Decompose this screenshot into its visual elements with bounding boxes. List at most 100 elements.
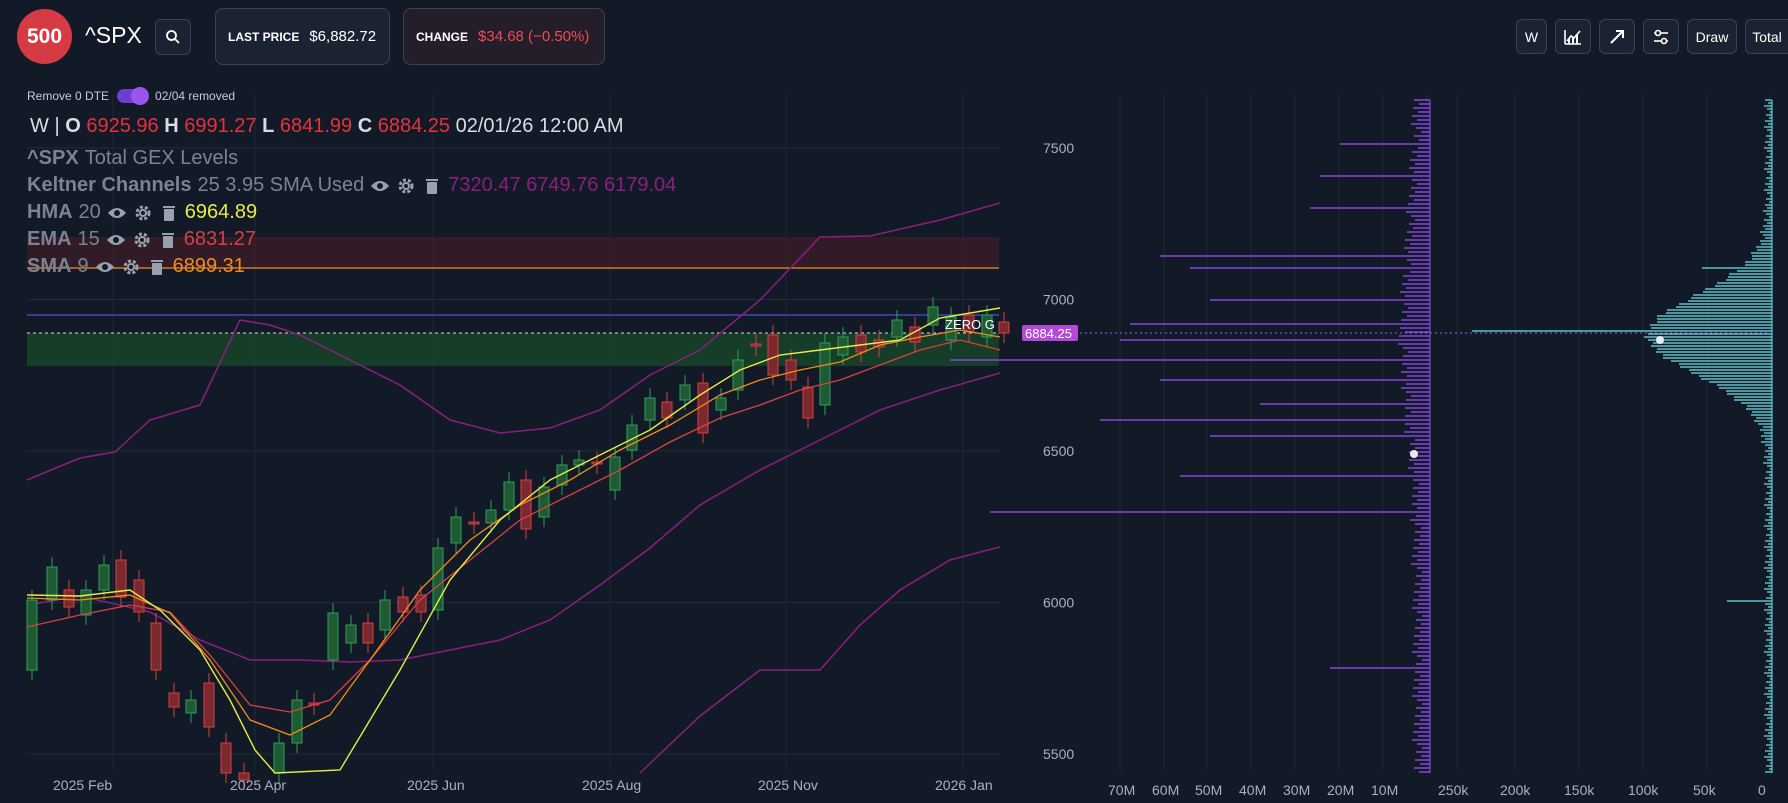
ohlc-datetime: 02/01/26 12:00 AM bbox=[455, 115, 624, 137]
candle-body bbox=[485, 509, 497, 524]
candle-body bbox=[168, 692, 180, 708]
removed-note: 02/04 removed bbox=[155, 89, 236, 103]
candle-body bbox=[238, 772, 250, 781]
candle-body bbox=[520, 479, 532, 530]
candle-body bbox=[432, 547, 444, 611]
gear-icon[interactable] bbox=[396, 176, 416, 196]
gex-marker-dot bbox=[1410, 450, 1418, 458]
candle-body bbox=[891, 319, 903, 338]
oi-tick-label: 50k bbox=[1693, 782, 1717, 798]
oi-tick-label: 100k bbox=[1628, 782, 1659, 798]
eye-icon[interactable] bbox=[370, 176, 390, 196]
hma-line bbox=[26, 307, 1001, 774]
eye-icon[interactable] bbox=[106, 230, 126, 250]
price-tick-label: 6000 bbox=[1043, 595, 1074, 611]
trend-line-button[interactable] bbox=[1599, 19, 1635, 54]
gex-tick-label: 30M bbox=[1283, 782, 1310, 798]
trash-icon[interactable] bbox=[147, 257, 167, 277]
last-price-card: LAST PRICE $6,882.72 bbox=[215, 8, 390, 65]
keltner-upper bbox=[26, 202, 1001, 481]
last-price-label: LAST PRICE bbox=[228, 29, 300, 44]
candle-body bbox=[415, 594, 427, 613]
sma-line bbox=[26, 329, 1001, 736]
gex-tick-label: 40M bbox=[1239, 782, 1266, 798]
keltner-middle bbox=[26, 372, 1001, 663]
candle-body bbox=[379, 599, 391, 631]
eye-icon[interactable] bbox=[107, 203, 127, 223]
candle-body bbox=[503, 481, 515, 511]
candle-body bbox=[80, 589, 92, 616]
remove-0dte-row: Remove 0 DTE 02/04 removed bbox=[27, 87, 236, 105]
keltner-lower bbox=[639, 546, 1001, 774]
price-tick-label: 7000 bbox=[1043, 292, 1074, 308]
candle-body bbox=[626, 424, 638, 451]
close-value: 6884.25 bbox=[377, 115, 451, 137]
indicator-settings-button[interactable] bbox=[1643, 19, 1679, 54]
candle-body bbox=[46, 566, 58, 601]
ticker-logo[interactable]: 500 bbox=[17, 9, 72, 64]
gear-icon[interactable] bbox=[133, 203, 153, 223]
trash-icon[interactable] bbox=[158, 230, 178, 250]
candle-body bbox=[150, 622, 162, 671]
candle-body bbox=[998, 321, 1010, 334]
legend-gex: ^SPX Total GEX Levels bbox=[27, 147, 238, 170]
close-label: C bbox=[357, 115, 373, 137]
candle-body bbox=[945, 316, 957, 341]
trash-icon[interactable] bbox=[159, 203, 179, 223]
gex-tick-label: 20M bbox=[1327, 782, 1354, 798]
candle-body bbox=[644, 397, 656, 421]
ema-params: 15 bbox=[77, 228, 100, 250]
oi-marker-dot bbox=[1656, 336, 1664, 344]
gear-icon[interactable] bbox=[132, 230, 152, 250]
gex-name: ^SPX bbox=[27, 147, 79, 169]
legend-keltner: Keltner Channels 25 3.95 SMA Used 7320.4… bbox=[27, 174, 676, 197]
oi-tick-label: 0 bbox=[1758, 782, 1766, 798]
candle-body bbox=[767, 334, 779, 376]
ema-name: EMA bbox=[27, 228, 72, 250]
trend-line-icon bbox=[1610, 29, 1624, 44]
ticker-symbol[interactable]: ^SPX bbox=[85, 22, 142, 48]
price-tick-label: 5500 bbox=[1043, 746, 1074, 762]
oi-tick-label: 250k bbox=[1438, 782, 1469, 798]
candle-body bbox=[291, 699, 303, 744]
search-button[interactable] bbox=[155, 19, 191, 55]
top-bar: 500 ^SPX LAST PRICE $6,882.72 CHANGE $34… bbox=[0, 0, 1788, 74]
candle-body bbox=[927, 306, 939, 326]
remove-0dte-toggle[interactable] bbox=[117, 87, 150, 105]
change-value: $34.68 (−0.50%) bbox=[478, 28, 590, 45]
eye-icon[interactable] bbox=[95, 257, 115, 277]
time-tick-label: 2025 Feb bbox=[53, 777, 112, 793]
interval-button[interactable]: W bbox=[1516, 19, 1547, 54]
candle-body bbox=[855, 334, 867, 353]
time-tick-label: 2025 Apr bbox=[230, 777, 286, 793]
candle-body bbox=[468, 521, 480, 525]
resistance-zone bbox=[27, 237, 999, 269]
ema-line bbox=[26, 339, 1001, 713]
trash-icon[interactable] bbox=[422, 176, 442, 196]
draw-button[interactable]: Draw bbox=[1687, 19, 1737, 54]
hma-value: 6964.89 bbox=[184, 201, 258, 223]
chart-type-icon bbox=[1564, 29, 1581, 45]
time-tick-label: 2025 Aug bbox=[582, 777, 641, 793]
candle-body bbox=[397, 596, 409, 613]
oi-tick-label: 150k bbox=[1564, 782, 1595, 798]
time-tick-label: 2025 Nov bbox=[758, 777, 818, 793]
gex-tick-label: 10M bbox=[1371, 782, 1398, 798]
candle-body bbox=[203, 682, 215, 728]
gear-icon[interactable] bbox=[121, 257, 141, 277]
candle-body bbox=[715, 397, 727, 411]
candle-body bbox=[556, 464, 568, 486]
legend-ema: EMA 15 6831.27 bbox=[27, 228, 256, 251]
total-button[interactable]: Total bbox=[1745, 19, 1788, 54]
open-label: O bbox=[65, 115, 81, 137]
chart-type-button[interactable] bbox=[1555, 19, 1591, 54]
ohlc-readout: W | O 6925.96 H 6991.27 L 6841.99 C 6884… bbox=[30, 115, 624, 137]
candle-body bbox=[185, 699, 197, 714]
oi-tick-label: 200k bbox=[1500, 782, 1531, 798]
candle-body bbox=[819, 342, 831, 406]
keltner-params: 25 3.95 SMA Used bbox=[197, 174, 365, 196]
candle-body bbox=[273, 742, 285, 774]
candle-body bbox=[750, 343, 762, 347]
sma-value: 6899.31 bbox=[172, 255, 245, 277]
